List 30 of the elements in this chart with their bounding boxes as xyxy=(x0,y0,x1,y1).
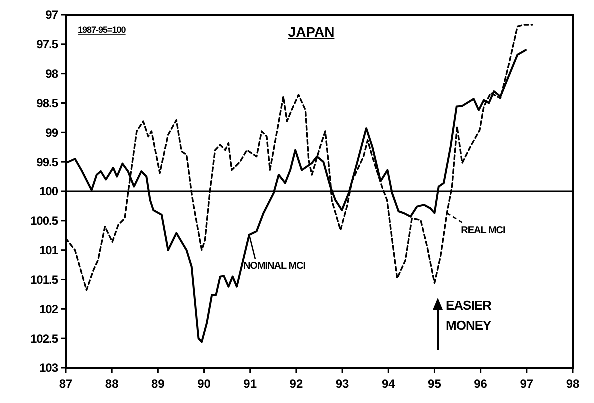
y-tick-label: 99 xyxy=(46,126,59,140)
x-tick-label: 92 xyxy=(290,377,304,391)
x-tick-label: 87 xyxy=(59,377,73,391)
y-tick-label: 103 xyxy=(39,361,59,376)
y-tick-label: 101 xyxy=(39,244,59,258)
series-label: NOMINAL MCI xyxy=(243,261,306,272)
y-tick-label: 99.5 xyxy=(36,155,59,170)
x-tick-label: 90 xyxy=(198,377,212,391)
x-tick-label: 94 xyxy=(382,377,396,391)
x-tick-label: 88 xyxy=(105,377,120,391)
annotation: EASIER MONEY xyxy=(446,298,493,333)
text: 1987-95=100 xyxy=(78,25,126,35)
y-tick-label: 101.5 xyxy=(30,272,59,287)
y-tick-label: 100.5 xyxy=(30,214,59,228)
y-tick-label: 97.5 xyxy=(36,38,59,52)
x-tick-label: 93 xyxy=(336,377,350,391)
x-tick-label: 96 xyxy=(474,377,488,391)
x-tick-label: 98 xyxy=(566,377,580,391)
x-tick-label: 91 xyxy=(244,377,258,391)
x-tick-label: 97 xyxy=(520,377,534,391)
y-tick-label: 102.5 xyxy=(30,332,59,346)
y-tick-label: 102 xyxy=(39,302,59,316)
x-tick-label: 89 xyxy=(152,377,166,391)
text: JAPAN xyxy=(288,24,335,40)
x-tick-label: 95 xyxy=(428,377,442,391)
legend-label: REAL MCI xyxy=(461,225,506,236)
y-tick-label: 98 xyxy=(46,67,59,82)
y-tick-label: 97 xyxy=(46,8,59,22)
y-tick-label: 100 xyxy=(39,184,59,199)
y-tick-label: 98.5 xyxy=(36,96,59,110)
